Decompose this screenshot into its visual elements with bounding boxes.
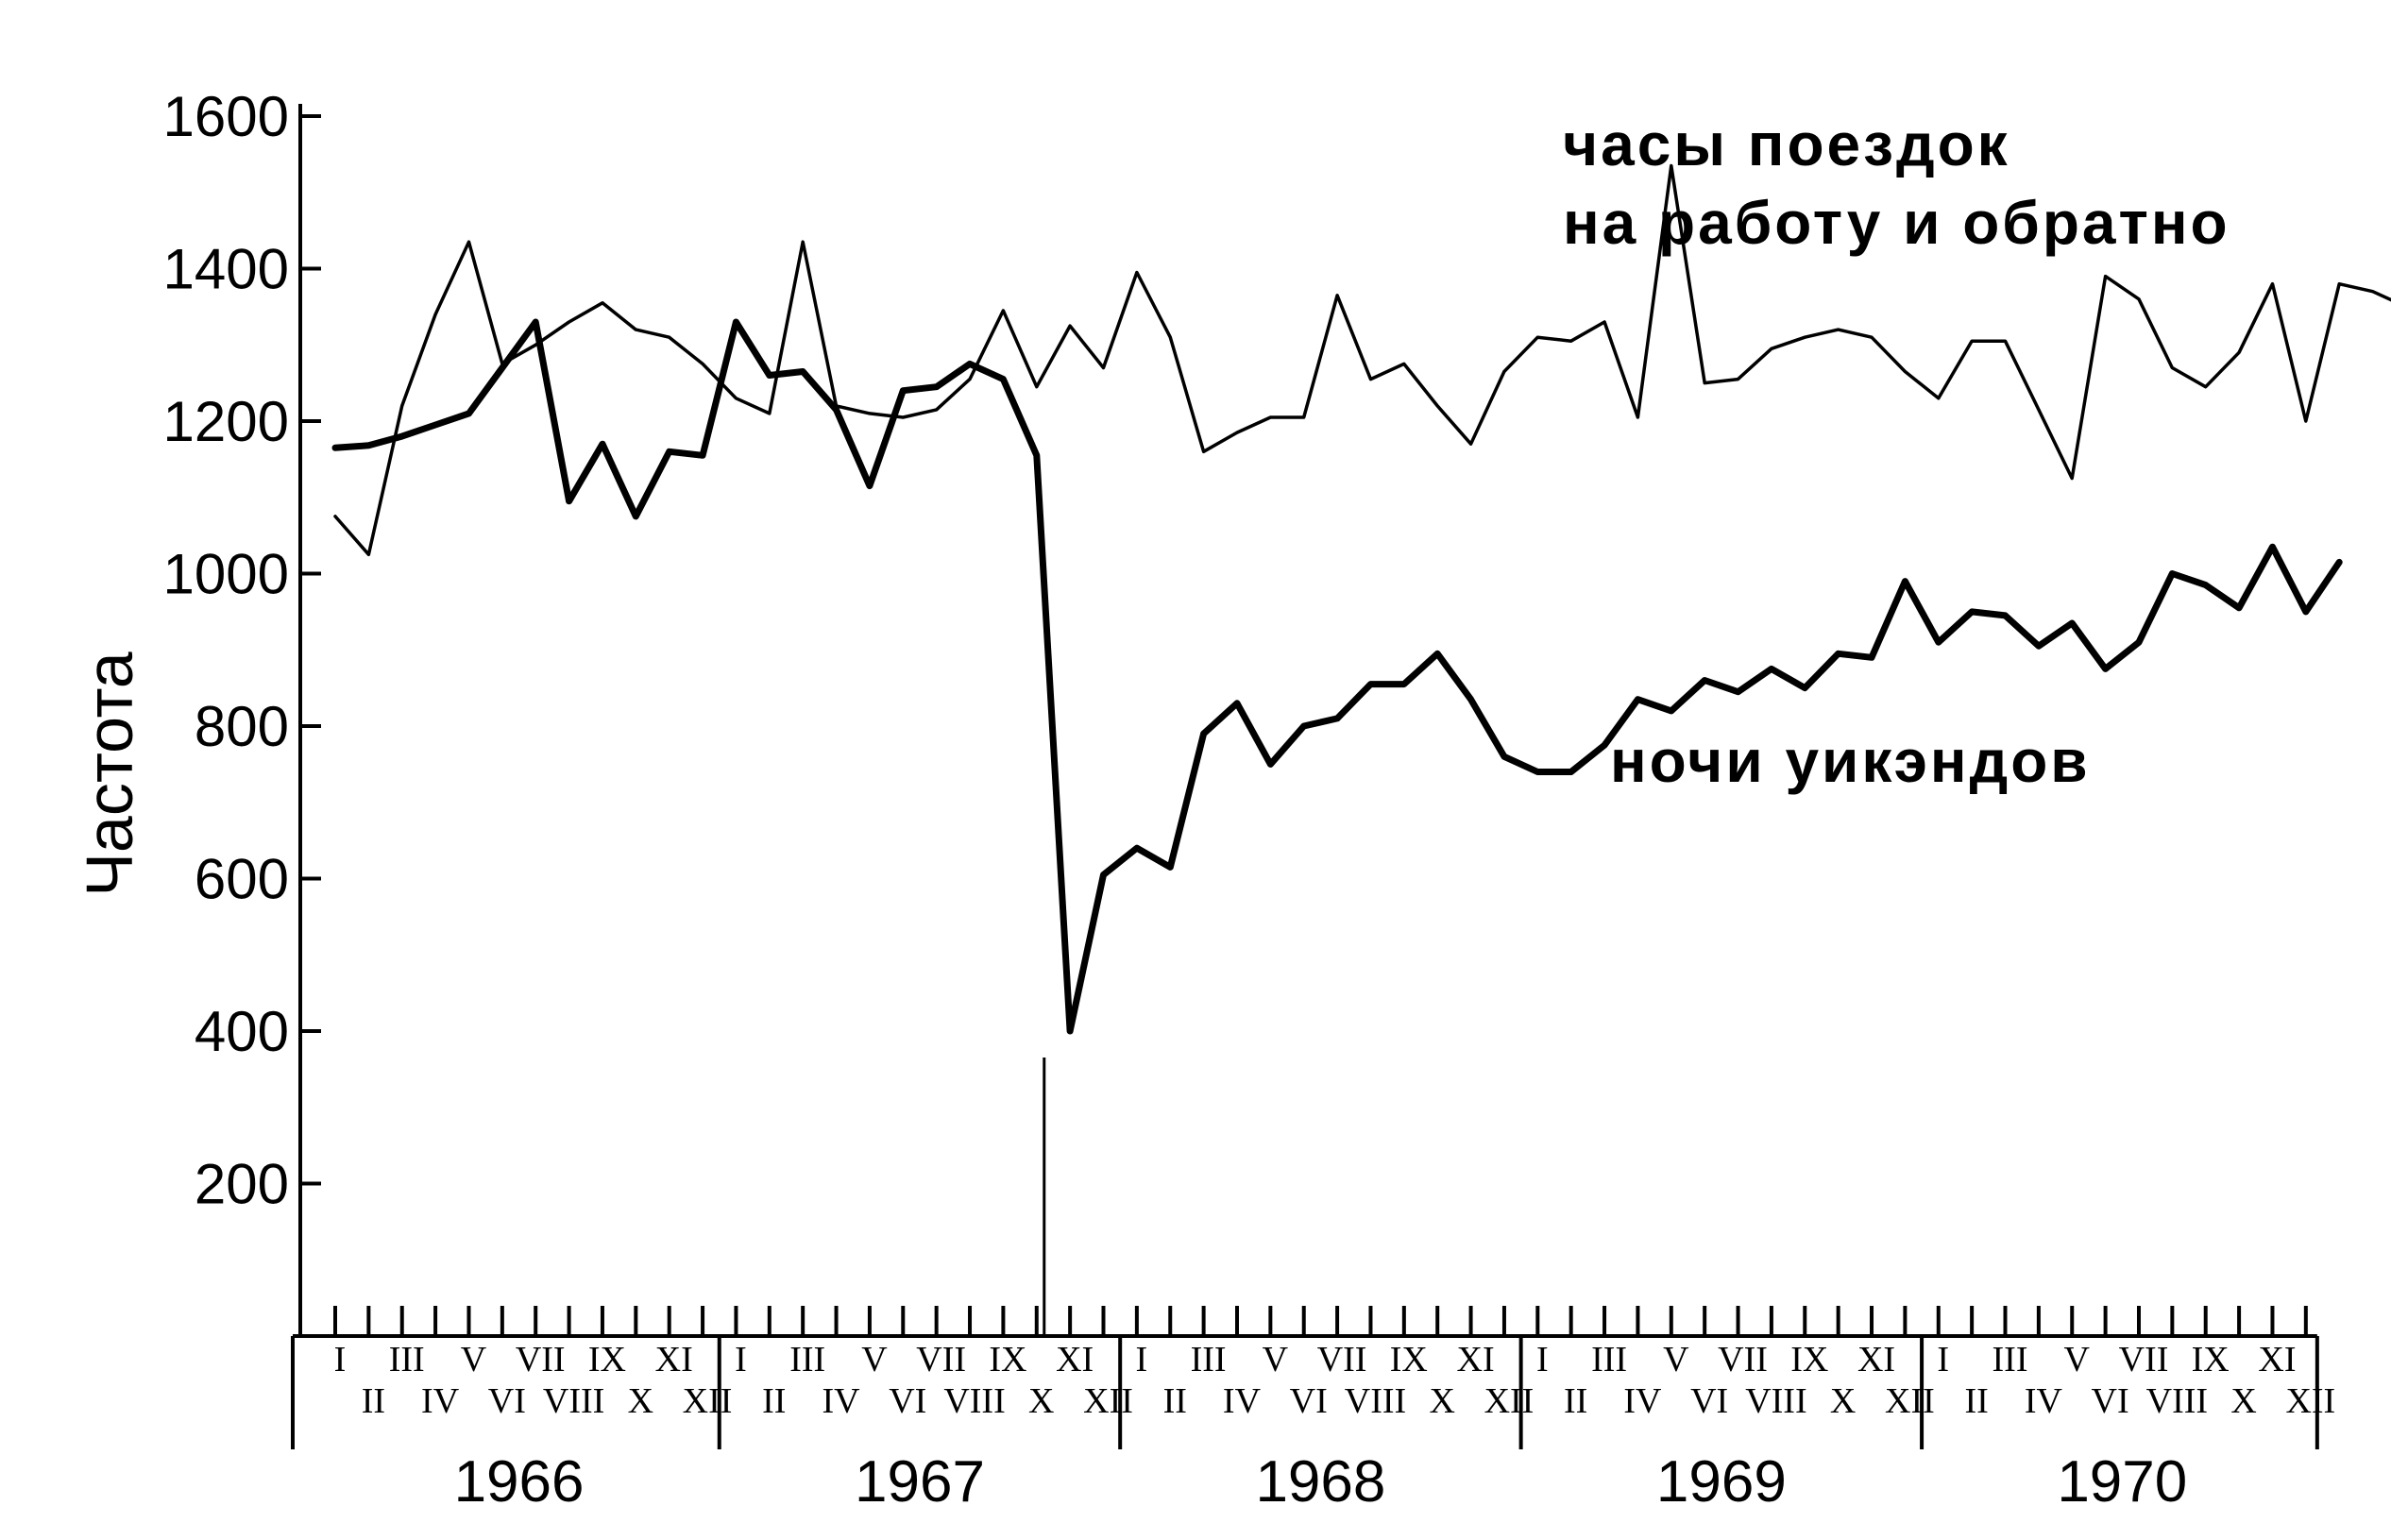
month-label: VI [1290, 1381, 1328, 1421]
month-label: IV [822, 1381, 860, 1421]
annotation-commute-line2: на работу и обратно [1563, 189, 2230, 257]
y-tick-label: 1600 [163, 85, 289, 148]
y-tick-label: 400 [195, 1000, 289, 1063]
month-label: XII [1083, 1381, 1133, 1421]
month-label: V [1263, 1340, 1289, 1379]
month-label: VI [1690, 1381, 1728, 1421]
month-label: XI [1857, 1340, 1895, 1379]
month-label: VI [2092, 1381, 2129, 1421]
month-label: X [1028, 1381, 1054, 1421]
month-label: II [362, 1381, 385, 1421]
month-label: V [2064, 1340, 2091, 1379]
year-label: 1969 [1656, 1449, 1787, 1515]
month-label: V [1663, 1340, 1689, 1379]
series-lines [331, 163, 2391, 1336]
y-tick-label: 1400 [163, 238, 289, 301]
month-label: XI [655, 1340, 693, 1379]
month-label: XI [1056, 1340, 1094, 1379]
year-label: 1970 [2057, 1449, 2187, 1515]
month-label: VI [488, 1381, 526, 1421]
month-label: VII [516, 1340, 566, 1379]
month-label: III [1591, 1340, 1627, 1379]
month-label: II [762, 1381, 786, 1421]
y-axis-label: Частота [73, 652, 146, 897]
month-label: X [628, 1381, 653, 1421]
month-label: II [1564, 1381, 1587, 1421]
month-label: XI [2258, 1340, 2296, 1379]
month-label: VIII [1745, 1381, 1806, 1421]
month-label: I [334, 1340, 347, 1379]
month-label: I [1937, 1340, 1949, 1379]
annotation-commute-line1: часы поездок [1563, 110, 2010, 178]
month-label: III [1191, 1340, 1227, 1379]
y-axis-ticks: 200 400 600 800 1000 1200 1400 1600 [163, 85, 321, 1216]
month-label: XII [2285, 1381, 2335, 1421]
y-tick-label: 800 [195, 695, 289, 758]
month-label: IV [421, 1381, 460, 1421]
y-tick-label: 200 [195, 1153, 289, 1216]
month-label: X [2230, 1381, 2256, 1421]
month-label: VII [2119, 1340, 2169, 1379]
month-label: XI [1457, 1340, 1495, 1379]
month-label: III [389, 1340, 425, 1379]
month-label: IX [1390, 1340, 1428, 1379]
month-label: VIII [943, 1381, 1005, 1421]
month-label: XII [683, 1381, 733, 1421]
y-tick-label: 1200 [163, 390, 289, 453]
month-label: IX [1790, 1340, 1828, 1379]
month-label: II [1964, 1381, 1988, 1421]
month-label: IV [2025, 1381, 2063, 1421]
month-label: IX [2192, 1340, 2230, 1379]
year-label: 1967 [855, 1449, 985, 1515]
annotation-weekend-nights: ночи уикэндов [1610, 727, 2091, 795]
month-label: VII [1718, 1340, 1768, 1379]
year-label: 1966 [454, 1449, 585, 1515]
month-label: XII [1484, 1381, 1535, 1421]
month-label: VII [916, 1340, 966, 1379]
month-label: VIII [1345, 1381, 1406, 1421]
chart-labels: Частота часы поездок на работу и обратно… [73, 110, 2230, 897]
y-tick-label: 1000 [163, 543, 289, 606]
month-label: XII [1885, 1381, 1935, 1421]
month-label: III [1992, 1340, 2028, 1379]
month-label: IV [1223, 1381, 1262, 1421]
month-axis: 1966IIIIIIIVVVIVIIVIIIIXXXIXII1967IIIIII… [291, 1306, 2335, 1515]
series-line-weekend-nights [331, 318, 2343, 1035]
month-label: IV [1623, 1381, 1662, 1421]
y-tick-label: 600 [195, 848, 289, 911]
month-label: X [1830, 1381, 1856, 1421]
month-label: I [1136, 1340, 1148, 1379]
month-label: VIII [2146, 1381, 2208, 1421]
month-label: II [1163, 1381, 1187, 1421]
series-line-commute-hours [333, 163, 2391, 557]
month-label: IX [588, 1340, 626, 1379]
month-label: V [861, 1340, 888, 1379]
month-label: VIII [543, 1381, 604, 1421]
month-label: VI [889, 1381, 926, 1421]
month-label: X [1429, 1381, 1454, 1421]
month-label: I [735, 1340, 747, 1379]
month-label: IX [989, 1340, 1026, 1379]
month-label: V [461, 1340, 487, 1379]
month-label: VII [1317, 1340, 1367, 1379]
month-label: I [1536, 1340, 1549, 1379]
month-label: III [789, 1340, 825, 1379]
year-label: 1968 [1255, 1449, 1385, 1515]
